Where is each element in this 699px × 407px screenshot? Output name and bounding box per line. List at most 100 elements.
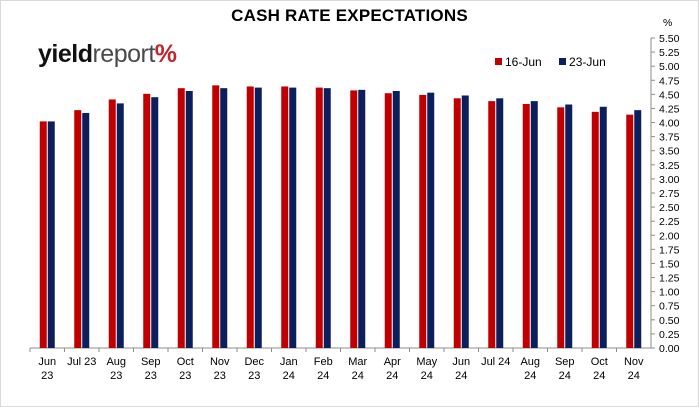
y-tick-label: 1.00 — [659, 287, 680, 299]
y-tick-label: 4.25 — [659, 103, 680, 115]
bar-series-1 — [143, 93, 151, 348]
bar-series-2 — [220, 88, 228, 348]
y-tick-label: 3.25 — [659, 160, 680, 172]
x-tick-label-year: 23 — [145, 370, 157, 382]
bar-series-1 — [315, 87, 323, 348]
x-tick-label: Oct — [591, 356, 608, 368]
x-tick-label-year: 23 — [41, 370, 53, 382]
y-tick-label: 2.25 — [659, 216, 680, 228]
bar-series-1 — [74, 110, 82, 349]
logo-text-report: report — [92, 40, 155, 68]
x-tick-label-year: 23 — [248, 370, 260, 382]
bar-series-2 — [358, 89, 366, 348]
bar-series-2 — [530, 101, 538, 348]
bar-series-2 — [599, 106, 607, 348]
y-tick-label: 4.00 — [659, 118, 680, 130]
y-tick-label: 4.75 — [659, 75, 680, 87]
x-tick-label-year: 24 — [386, 370, 398, 382]
bar-series-1 — [39, 121, 47, 348]
x-tick-label: Jun — [38, 356, 56, 368]
x-tick-label: May — [416, 356, 437, 368]
y-tick-label: 3.50 — [659, 146, 680, 158]
chart-title: CASH RATE EXPECTATIONS — [231, 6, 468, 25]
x-tick-label: Jun — [452, 356, 470, 368]
x-tick-label: Sep — [555, 356, 575, 368]
y-tick-label: 1.75 — [659, 244, 680, 256]
x-tick-label-year: 24 — [421, 370, 433, 382]
x-tick-label-year: 24 — [455, 370, 467, 382]
x-tick-label: Nov — [210, 356, 230, 368]
yieldreport-logo: yieldreport% — [38, 40, 177, 69]
bar-series-1 — [246, 86, 254, 349]
legend-swatch-series-2 — [559, 58, 567, 65]
bar-series-2 — [185, 90, 193, 349]
y-tick-label: 3.75 — [659, 132, 680, 144]
x-tick-label: Sep — [141, 356, 161, 368]
legend-label-series-1: 16-Jun — [505, 55, 542, 69]
bar-series-2 — [565, 104, 573, 348]
bar-series-2 — [461, 95, 469, 348]
bar-series-1 — [108, 99, 116, 348]
y-tick-label: 5.00 — [659, 61, 680, 73]
bar-series-2 — [151, 97, 159, 348]
bar-series-1 — [350, 90, 358, 348]
chart-legend: 16-Jun 23-Jun — [495, 55, 620, 69]
x-tick-label-year: 23 — [214, 370, 226, 382]
y-tick-label: 0.50 — [659, 315, 680, 327]
legend-swatch-series-1 — [495, 58, 502, 65]
y-tick-label: 1.25 — [659, 273, 680, 285]
bar-series-1 — [488, 101, 496, 348]
bar-series-1 — [453, 98, 461, 349]
bar-series-1 — [626, 114, 634, 349]
y-tick-label: 5.25 — [659, 47, 680, 59]
bar-series-2 — [634, 110, 642, 349]
x-tick-label-year: 23 — [179, 370, 191, 382]
bar-series-2 — [254, 87, 262, 348]
bar-series-2 — [289, 87, 297, 348]
x-tick-label: Jan — [280, 356, 298, 368]
logo-percent-mark: % — [154, 40, 177, 68]
x-tick-label-year: 24 — [628, 370, 640, 382]
y-tick-label: 0.00 — [659, 343, 680, 355]
bar-series-1 — [522, 103, 530, 348]
bar-series-1 — [591, 111, 599, 348]
bar-series-2 — [82, 112, 90, 348]
bar-series-1 — [177, 88, 185, 348]
y-tick-label: 4.50 — [659, 89, 680, 101]
bar-series-1 — [281, 86, 289, 349]
x-tick-label: Dec — [244, 356, 264, 368]
y-tick-label: 5.50 — [659, 33, 680, 45]
y-tick-label: 1.50 — [659, 258, 680, 270]
x-tick-label-year: 24 — [593, 370, 605, 382]
bar-series-1 — [212, 85, 220, 348]
bar-series-2 — [116, 103, 124, 348]
logo-text-yield: yield — [38, 40, 93, 68]
legend-item-series-2: 23-Jun — [559, 55, 606, 69]
y-tick-label: 2.50 — [659, 202, 680, 214]
y-tick-label: 2.75 — [659, 188, 680, 200]
bar-series-2 — [392, 90, 400, 349]
x-tick-label-year: 24 — [283, 370, 295, 382]
bar-series-2 — [323, 88, 331, 348]
x-tick-label: Aug — [520, 356, 540, 368]
legend-item-series-1: 16-Jun — [495, 55, 542, 69]
y-tick-label: 0.25 — [659, 329, 680, 341]
bar-series-2 — [496, 98, 504, 349]
x-tick-label: Apr — [384, 356, 401, 368]
x-tick-label: Aug — [106, 356, 126, 368]
x-tick-label-year: 24 — [524, 370, 536, 382]
x-tick-label-year: 24 — [352, 370, 364, 382]
x-tick-label: Oct — [177, 356, 194, 368]
x-tick-label: Jul 24 — [481, 356, 510, 368]
y-tick-label: 0.75 — [659, 301, 680, 313]
bar-series-1 — [419, 94, 427, 348]
y-tick-label: 3.00 — [659, 174, 680, 186]
x-tick-label: Feb — [314, 356, 333, 368]
x-tick-label: Mar — [348, 356, 367, 368]
y-axis-label: % — [663, 17, 672, 29]
bar-series-2 — [47, 121, 55, 348]
x-tick-label-year: 24 — [317, 370, 329, 382]
legend-label-series-2: 23-Jun — [569, 55, 606, 69]
